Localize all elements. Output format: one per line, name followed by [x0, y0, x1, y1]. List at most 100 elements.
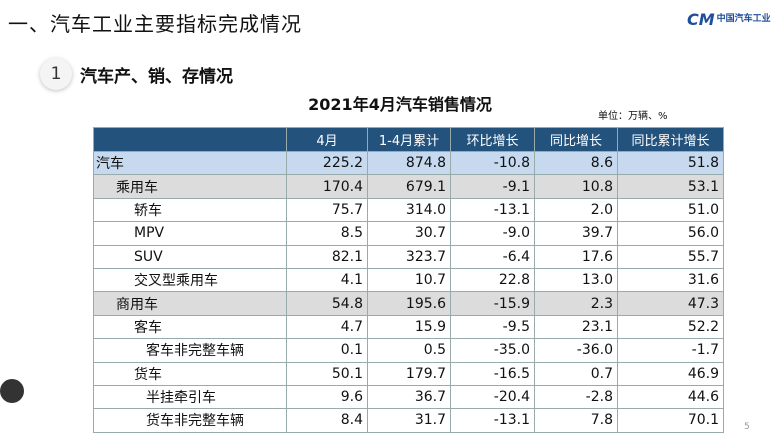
header-cell: 同比增长 [534, 127, 618, 152]
cell: -2.8 [534, 384, 618, 410]
table-row: 客车非完整车辆 0.1 0.5 -35.0 -36.0 -1.7 [93, 338, 724, 363]
cell: 50.1 [286, 361, 368, 386]
cell: 0.7 [534, 361, 618, 386]
cell: 195.6 [367, 291, 451, 316]
menu-button[interactable] [0, 379, 24, 403]
header-cell [93, 127, 287, 152]
cell: 70.1 [617, 408, 724, 433]
cell: 179.7 [367, 361, 451, 386]
cell: 2.3 [534, 291, 618, 316]
cell: -1.7 [617, 338, 724, 363]
table-row: 客车 4.7 15.9 -9.5 23.1 52.2 [93, 314, 724, 340]
slide-title: 一、汽车工业主要指标完成情况 [8, 12, 302, 36]
cell: 0.1 [286, 338, 368, 363]
table-row: 乘用车 170.4 679.1 -9.1 10.8 53.1 [93, 174, 724, 199]
row-label: 货车 [93, 361, 287, 386]
cell: -9.0 [450, 221, 535, 246]
header-row: 4月 1-4月累计 环比增长 同比增长 同比累计增长 [93, 127, 724, 152]
cell: -20.4 [450, 384, 535, 410]
cell: 47.3 [617, 291, 724, 316]
cell: -36.0 [534, 338, 618, 363]
cell: 51.0 [617, 197, 724, 223]
cell: 874.8 [367, 150, 451, 176]
table-row: 货车非完整车辆 8.4 31.7 -13.1 7.8 70.1 [93, 408, 724, 433]
table-row: 货车 50.1 179.7 -16.5 0.7 46.9 [93, 361, 724, 386]
cell: 9.6 [286, 384, 368, 410]
cell: -13.1 [450, 197, 535, 223]
header-cell: 同比累计增长 [617, 127, 724, 152]
cell: -9.1 [450, 174, 535, 199]
table-row: 半挂牵引车 9.6 36.7 -20.4 -2.8 44.6 [93, 384, 724, 410]
cell: 30.7 [367, 221, 451, 246]
cell: -10.8 [450, 150, 535, 176]
cell: 323.7 [367, 244, 451, 269]
cell: 82.1 [286, 244, 368, 269]
cell: 56.0 [617, 221, 724, 246]
cell: 23.1 [534, 314, 618, 340]
cell: -6.4 [450, 244, 535, 269]
section-number: 1 [40, 58, 72, 90]
cell: -15.9 [450, 291, 535, 316]
cell: 4.1 [286, 267, 368, 293]
cell: -35.0 [450, 338, 535, 363]
table-row: 汽车 225.2 874.8 -10.8 8.6 51.8 [93, 150, 724, 176]
cell: 53.1 [617, 174, 724, 199]
table-title: 2021年4月汽车销售情况 [308, 95, 492, 114]
cell: 8.4 [286, 408, 368, 433]
cell: 0.5 [367, 338, 451, 363]
cell: 75.7 [286, 197, 368, 223]
table-row: 轿车 75.7 314.0 -13.1 2.0 51.0 [93, 197, 724, 223]
row-label: 客车 [93, 314, 287, 340]
cell: 31.6 [617, 267, 724, 293]
cell: 22.8 [450, 267, 535, 293]
row-label: 货车非完整车辆 [93, 408, 287, 433]
cell: 8.5 [286, 221, 368, 246]
cell: 679.1 [367, 174, 451, 199]
page-number: 5 [744, 422, 750, 432]
cell: -9.5 [450, 314, 535, 340]
row-label: 客车非完整车辆 [93, 338, 287, 363]
cell: 2.0 [534, 197, 618, 223]
cell: 52.2 [617, 314, 724, 340]
row-label: SUV [93, 244, 287, 269]
cell: 10.8 [534, 174, 618, 199]
logo: CM 中国汽车工业 [687, 10, 779, 36]
row-label: 乘用车 [93, 174, 287, 199]
header-cell: 1-4月累计 [367, 127, 451, 152]
cell: 225.2 [286, 150, 368, 176]
cell: 39.7 [534, 221, 618, 246]
cell: -13.1 [450, 408, 535, 433]
cell: 51.8 [617, 150, 724, 176]
cell: 46.9 [617, 361, 724, 386]
cell: 7.8 [534, 408, 618, 433]
cell: 4.7 [286, 314, 368, 340]
header-cell: 环比增长 [450, 127, 535, 152]
cell: 54.8 [286, 291, 368, 316]
row-label: 交叉型乘用车 [93, 267, 287, 293]
cell: 170.4 [286, 174, 368, 199]
cell: 31.7 [367, 408, 451, 433]
sales-table: 4月 1-4月累计 环比增长 同比增长 同比累计增长 汽车 225.2 874.8 -10.8… [93, 127, 724, 433]
cell: 44.6 [617, 384, 724, 410]
row-label: 轿车 [93, 197, 287, 223]
table-row: 商用车 54.8 195.6 -15.9 2.3 47.3 [93, 291, 724, 316]
table-row: MPV 8.5 30.7 -9.0 39.7 56.0 [93, 221, 724, 246]
cell: 15.9 [367, 314, 451, 340]
table-row: SUV 82.1 323.7 -6.4 17.6 55.7 [93, 244, 724, 269]
cell: 36.7 [367, 384, 451, 410]
row-label: MPV [93, 221, 287, 246]
unit-note: 单位：万辆、% [598, 111, 668, 122]
row-label: 商用车 [93, 291, 287, 316]
row-label: 半挂牵引车 [93, 384, 287, 410]
cell: -16.5 [450, 361, 535, 386]
row-label: 汽车 [93, 150, 287, 176]
logo-text: 中国汽车工业 [716, 14, 771, 24]
section-title: 汽车产、销、存情况 [80, 67, 233, 87]
cell: 55.7 [617, 244, 724, 269]
table-row: 交叉型乘用车 4.1 10.7 22.8 13.0 31.6 [93, 267, 724, 293]
cell: 13.0 [534, 267, 618, 293]
cell: 314.0 [367, 197, 451, 223]
cell: 8.6 [534, 150, 618, 176]
cell: 10.7 [367, 267, 451, 293]
